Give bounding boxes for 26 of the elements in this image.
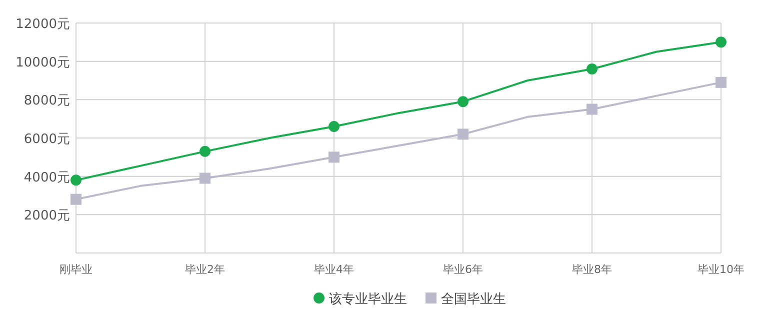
x-tick-label: 刚毕业 (60, 263, 92, 276)
y-tick-label: 6000元 (24, 132, 70, 147)
point (458, 96, 468, 108)
legend-label: 该专业毕业生 (329, 291, 407, 307)
point (328, 121, 340, 132)
point (716, 36, 726, 48)
y-tick-label: 10000元 (16, 55, 70, 70)
point (458, 128, 468, 140)
point (586, 104, 598, 115)
legend-label: 全国毕业生 (441, 292, 506, 307)
x-tick-label: 毕业2年 (185, 263, 225, 276)
point (586, 64, 598, 74)
point (328, 152, 340, 163)
point (70, 174, 82, 186)
y-tick-label: 12000元 (16, 17, 70, 32)
point (200, 146, 210, 157)
point (200, 172, 210, 184)
x-tick-label: 毕业4年 (314, 263, 354, 276)
y-tick-label: 4000元 (24, 170, 70, 186)
point (70, 194, 82, 205)
x-tick-label: 毕业8年 (572, 263, 612, 276)
y-tick-label: 2000元 (24, 208, 70, 224)
x-tick-label: 毕业6年 (443, 263, 483, 276)
point (716, 76, 726, 88)
y-tick-label: 8000元 (24, 94, 70, 109)
x-tick-label: 毕业10年 (698, 263, 744, 276)
